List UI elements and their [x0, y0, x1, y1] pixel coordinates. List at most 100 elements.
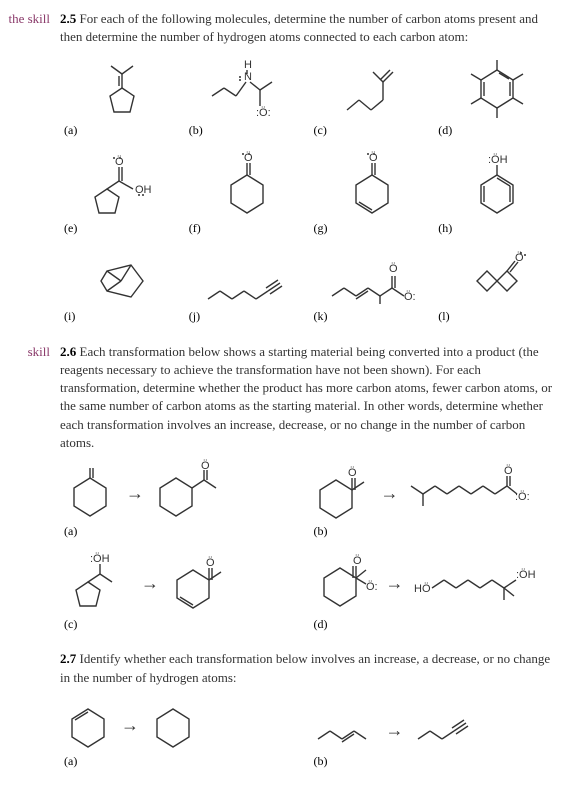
txn-row-27: → (a) →	[60, 701, 559, 770]
txn-c-start: :ÖH	[60, 554, 135, 614]
txn-d-start: Ö: Ö	[310, 554, 380, 614]
fig-a: (a)	[60, 60, 185, 139]
label-f: (f)	[185, 220, 201, 237]
svg-text::Ö:: :Ö:	[515, 491, 530, 503]
txn-26-c: :ÖH → Ö (c)	[60, 554, 310, 633]
figures-row-2: Ö OH (e) Ö (f) Ö	[60, 153, 559, 237]
problem-prompt: For each of the following molecules, det…	[60, 11, 538, 44]
txn-a-prod: Ö	[150, 466, 220, 521]
label-26c: (c)	[60, 616, 77, 633]
structure-j	[202, 261, 292, 306]
svg-text:N: N	[244, 71, 252, 83]
svg-text::ÖH: :ÖH	[488, 154, 508, 166]
txn-row-26-1: → Ö (a) Ö	[60, 466, 559, 540]
label-a: (a)	[60, 122, 77, 139]
svg-text:Ö: Ö	[206, 557, 215, 569]
problem-2-7-text: 2.7 Identify whether each transformation…	[60, 650, 559, 686]
problem-number: 2.5	[60, 11, 76, 26]
arrow-icon: →	[375, 481, 405, 506]
svg-text::ÖH: :ÖH	[516, 569, 536, 581]
svg-text:Ö:: Ö:	[366, 581, 378, 593]
fig-c: (c)	[310, 60, 435, 139]
fig-k: Ö Ö: (k)	[310, 256, 435, 325]
problem-number-27: 2.7	[60, 651, 76, 666]
arrow-icon: →	[135, 571, 165, 596]
txn-d-prod: HÖ :ÖH	[410, 556, 540, 611]
txn-26-b: Ö → Ö :Ö:	[310, 466, 560, 540]
svg-text::ÖH: :ÖH	[90, 553, 110, 565]
label-c: (c)	[310, 122, 327, 139]
fig-f: Ö (f)	[185, 153, 310, 237]
problem-prompt-26: Each transformation below shows a starti…	[60, 344, 552, 450]
fig-j: (j)	[185, 261, 310, 325]
figures-row-1: (a) H N :Ö: (b)	[60, 60, 559, 139]
txn-27a-start	[60, 701, 115, 751]
problem-2-5: the skill 2.5 For each of the following …	[8, 10, 559, 325]
svg-text:Ö: Ö	[504, 465, 513, 477]
structure-k: Ö Ö:	[324, 256, 419, 306]
label-k: (k)	[310, 308, 328, 325]
label-26a: (a)	[60, 523, 77, 540]
svg-text:Ö: Ö	[389, 263, 398, 275]
label-g: (g)	[310, 220, 328, 237]
label-i: (i)	[60, 308, 75, 325]
txn-27-b: → (b)	[310, 711, 560, 770]
arrow-icon: →	[120, 481, 150, 506]
svg-text:Ö: Ö	[348, 467, 357, 479]
problem-2-6: skill 2.6 Each transformation below show…	[8, 343, 559, 633]
txn-b-prod: Ö :Ö:	[405, 466, 525, 521]
txn-27b-prod	[410, 711, 480, 751]
svg-text:H: H	[244, 59, 252, 71]
skill-label: the skill	[8, 10, 50, 28]
structure-b: H N :Ö:	[202, 60, 292, 120]
txn-a-start	[60, 466, 120, 521]
structure-f: Ö	[212, 153, 282, 218]
problem-number-26: 2.6	[60, 344, 76, 359]
problem-2-6-text: 2.6 Each transformation below shows a st…	[60, 343, 559, 452]
problem-2-7: 2.7 Identify whether each transformation…	[8, 650, 559, 769]
label-l: (l)	[434, 308, 449, 325]
label-d: (d)	[434, 122, 452, 139]
label-e: (e)	[60, 220, 77, 237]
txn-26-d: Ö: Ö → HÖ :ÖH	[310, 554, 560, 633]
label-h: (h)	[434, 220, 452, 237]
arrow-icon: →	[380, 571, 410, 596]
structure-l: Ö	[457, 251, 537, 306]
svg-text:Ö: Ö	[515, 252, 524, 264]
txn-27-a: → (a)	[60, 701, 310, 770]
structure-e: Ö OH	[77, 153, 167, 218]
txn-b-start: Ö	[310, 466, 375, 521]
arrow-icon: →	[115, 713, 145, 738]
label-27b: (b)	[310, 753, 328, 770]
txn-26-a: → Ö (a)	[60, 466, 310, 540]
problem-2-5-text: 2.5 For each of the following molecules,…	[60, 10, 559, 46]
txn-27a-prod	[145, 701, 200, 751]
txn-27b-start	[310, 711, 380, 751]
label-27a: (a)	[60, 753, 77, 770]
structure-c	[337, 60, 407, 120]
problem-prompt-27: Identify whether each transformation bel…	[60, 651, 550, 684]
fig-b: H N :Ö: (b)	[185, 60, 310, 139]
structure-a	[87, 60, 157, 120]
fig-h: :ÖH (h)	[434, 153, 559, 237]
svg-text:Ö: Ö	[201, 460, 210, 472]
fig-d: (d)	[434, 60, 559, 139]
fig-l: Ö (l)	[434, 251, 559, 325]
label-26b: (b)	[310, 523, 328, 540]
structure-d	[457, 60, 537, 120]
label-26d: (d)	[310, 616, 328, 633]
skill-label-2: skill	[8, 343, 50, 361]
problem-2-6-header: skill 2.6 Each transformation below show…	[8, 343, 559, 452]
structure-h: :ÖH	[462, 153, 532, 218]
structure-i	[87, 251, 157, 306]
txn-c-prod: Ö	[165, 554, 235, 614]
fig-g: Ö (g)	[310, 153, 435, 237]
label-b: (b)	[185, 122, 203, 139]
label-j: (j)	[185, 308, 200, 325]
svg-text:HÖ: HÖ	[414, 583, 431, 595]
fig-e: Ö OH (e)	[60, 153, 185, 237]
arrow-icon: →	[380, 718, 410, 743]
problem-2-7-header: 2.7 Identify whether each transformation…	[8, 650, 559, 686]
svg-text::Ö:: :Ö:	[256, 107, 271, 119]
problem-2-5-header: the skill 2.5 For each of the following …	[8, 10, 559, 46]
